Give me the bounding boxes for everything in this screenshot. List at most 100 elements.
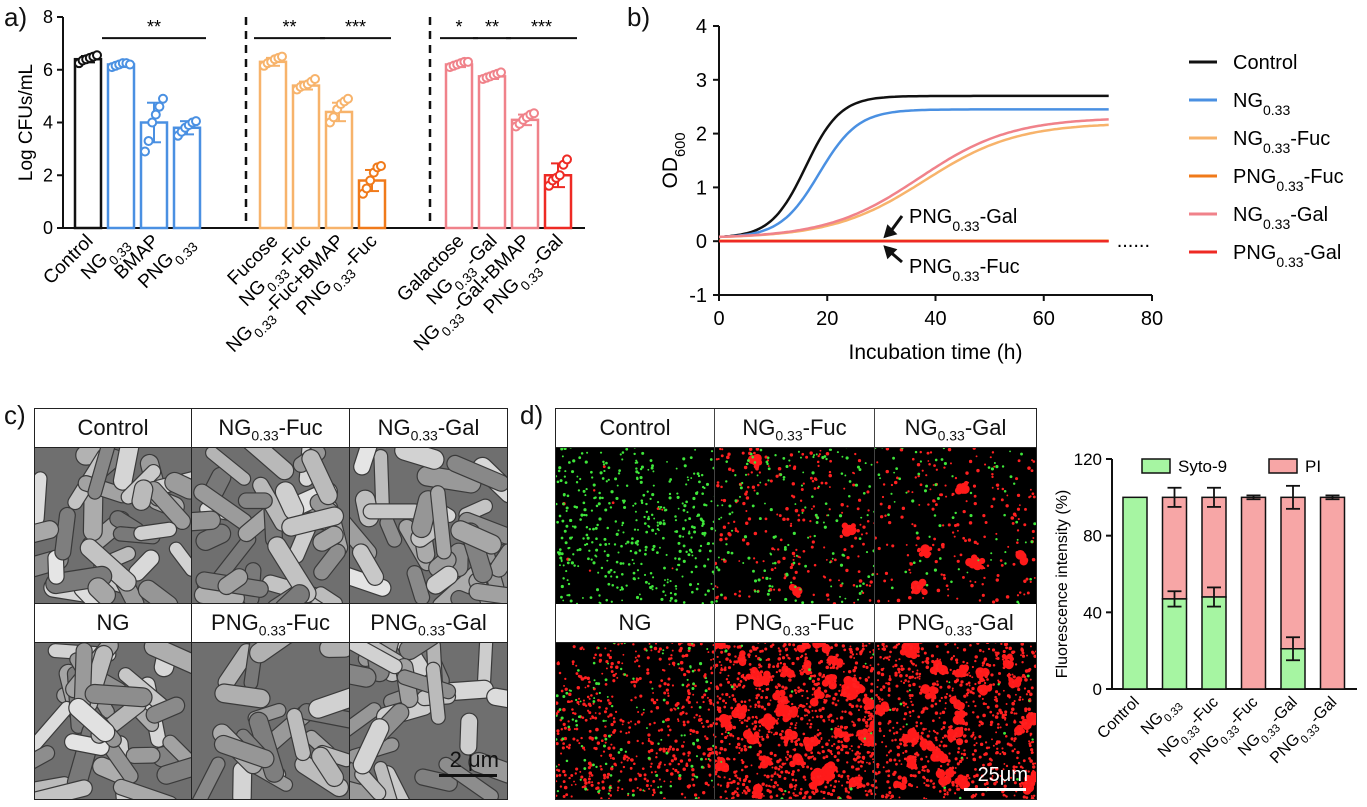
green-dot bbox=[766, 456, 770, 460]
red-dot bbox=[957, 747, 961, 750]
red-dot bbox=[1024, 669, 1029, 673]
red-dot bbox=[606, 775, 610, 779]
red-dot bbox=[806, 645, 810, 649]
green-dot bbox=[665, 553, 668, 556]
green-dot bbox=[556, 480, 560, 484]
red-dot bbox=[997, 692, 1001, 696]
red-dot bbox=[903, 757, 907, 761]
green-dot bbox=[598, 497, 601, 500]
red-dot bbox=[625, 732, 628, 735]
green-dot bbox=[556, 475, 558, 478]
red-dot bbox=[883, 579, 887, 583]
red-dot bbox=[904, 702, 908, 706]
red-dot bbox=[931, 659, 935, 664]
red-dot bbox=[719, 784, 723, 787]
green-dot bbox=[782, 456, 786, 460]
green-dot bbox=[1016, 600, 1019, 604]
green-dot bbox=[705, 482, 710, 486]
legend-label: Syto-9 bbox=[1178, 457, 1227, 476]
red-dot bbox=[641, 767, 645, 771]
red-dot bbox=[635, 677, 638, 680]
red-dot bbox=[854, 752, 858, 756]
red-dot bbox=[926, 769, 930, 773]
green-dot bbox=[632, 571, 636, 575]
green-dot bbox=[605, 480, 608, 483]
green-dot bbox=[614, 477, 618, 481]
red-dot bbox=[764, 647, 768, 651]
red-dot bbox=[1017, 761, 1021, 765]
red-dot bbox=[974, 793, 978, 796]
green-dot bbox=[698, 705, 702, 709]
red-dot bbox=[747, 486, 750, 489]
red-dot bbox=[763, 763, 766, 766]
red-dot bbox=[1000, 563, 1004, 567]
red-dot bbox=[885, 645, 888, 648]
green-dot bbox=[710, 779, 713, 782]
red-cluster bbox=[1001, 654, 1007, 659]
green-dot bbox=[585, 526, 589, 529]
red-dot bbox=[743, 747, 748, 752]
green-dot bbox=[651, 493, 655, 497]
red-dot bbox=[699, 642, 703, 646]
red-dot bbox=[805, 455, 809, 459]
red-dot bbox=[727, 680, 731, 684]
red-dot bbox=[615, 665, 619, 669]
red-dot bbox=[914, 758, 917, 761]
red-dot bbox=[896, 753, 901, 757]
red-dot bbox=[983, 657, 988, 661]
fluorescence-scale-bar bbox=[964, 788, 1026, 791]
red-dot bbox=[1032, 769, 1035, 773]
green-dot bbox=[617, 472, 621, 475]
red-dot bbox=[982, 763, 985, 767]
red-dot bbox=[761, 737, 765, 741]
red-dot bbox=[712, 733, 714, 737]
red-dot bbox=[597, 781, 600, 785]
red-dot bbox=[956, 741, 959, 744]
green-dot bbox=[860, 590, 863, 593]
green-dot bbox=[608, 786, 612, 790]
red-cluster bbox=[778, 689, 786, 697]
green-dot bbox=[712, 542, 714, 545]
red-dot bbox=[712, 644, 714, 647]
fluorescence-image-grid: Control NG0.33-Fuc NG0.33-Gal NG PNG0.33-Fuc… bbox=[555, 408, 1037, 800]
red-dot bbox=[903, 777, 907, 781]
red-dot bbox=[799, 703, 803, 708]
red-dot bbox=[627, 757, 631, 760]
green-dot bbox=[1003, 731, 1007, 735]
red-dot bbox=[769, 644, 773, 648]
data-point bbox=[562, 154, 572, 165]
red-dot bbox=[875, 693, 878, 697]
red-dot bbox=[886, 708, 890, 711]
red-dot bbox=[938, 699, 942, 703]
sem-title-main: NG bbox=[218, 415, 252, 440]
green-dot bbox=[838, 797, 842, 799]
red-dot bbox=[846, 695, 849, 698]
red-dot bbox=[836, 717, 839, 720]
red-dot bbox=[891, 544, 895, 548]
green-dot bbox=[594, 736, 598, 740]
red-dot bbox=[876, 685, 879, 688]
red-dot bbox=[665, 747, 668, 750]
red-dot bbox=[757, 783, 760, 786]
green-dot bbox=[862, 491, 866, 495]
red-dot bbox=[741, 761, 745, 765]
red-dot bbox=[831, 735, 834, 738]
red-dot bbox=[886, 705, 890, 709]
red-dot bbox=[722, 498, 727, 503]
red-dot bbox=[670, 772, 674, 776]
bacterium bbox=[406, 565, 431, 603]
red-dot bbox=[752, 727, 756, 731]
green-dot bbox=[677, 541, 681, 545]
bacterium bbox=[308, 684, 349, 719]
red-dot bbox=[751, 485, 756, 489]
green-dot bbox=[703, 503, 706, 507]
red-dot bbox=[991, 475, 994, 479]
red-dot bbox=[951, 687, 954, 690]
red-dot bbox=[817, 776, 820, 779]
red-dot bbox=[795, 548, 798, 552]
red-dot bbox=[833, 742, 836, 746]
red-dot bbox=[797, 518, 801, 522]
red-dot bbox=[784, 743, 788, 747]
red-dot bbox=[814, 790, 818, 794]
green-dot bbox=[650, 466, 654, 470]
